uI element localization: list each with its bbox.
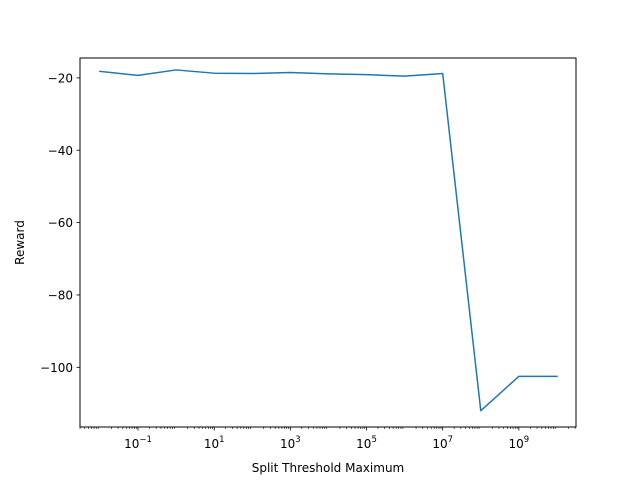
x-tick-label: 101 bbox=[204, 435, 225, 451]
plot-frame bbox=[79, 57, 577, 428]
y-tick-label: −60 bbox=[48, 216, 73, 230]
x-axis-ticks: 10−1 101 103 105 107 109 bbox=[79, 427, 576, 451]
x-tick-label: 105 bbox=[356, 435, 377, 451]
plot-data-layer bbox=[99, 69, 558, 412]
x-tick-label: 109 bbox=[509, 435, 530, 451]
y-tick-label: −20 bbox=[48, 71, 73, 85]
y-tick-label: −40 bbox=[48, 144, 73, 158]
y-tick-label: −100 bbox=[40, 361, 73, 375]
y-tick-label: −80 bbox=[48, 288, 73, 302]
y-axis-label: Reward bbox=[13, 220, 27, 265]
x-axis-label: Split Threshold Maximum bbox=[252, 461, 405, 475]
y-axis-ticks: −20 −40 −60 −80 −100 bbox=[40, 71, 80, 375]
x-tick-label: 10−1 bbox=[124, 435, 152, 451]
x-tick-label: 107 bbox=[432, 435, 453, 451]
x-tick-label: 103 bbox=[280, 435, 301, 451]
